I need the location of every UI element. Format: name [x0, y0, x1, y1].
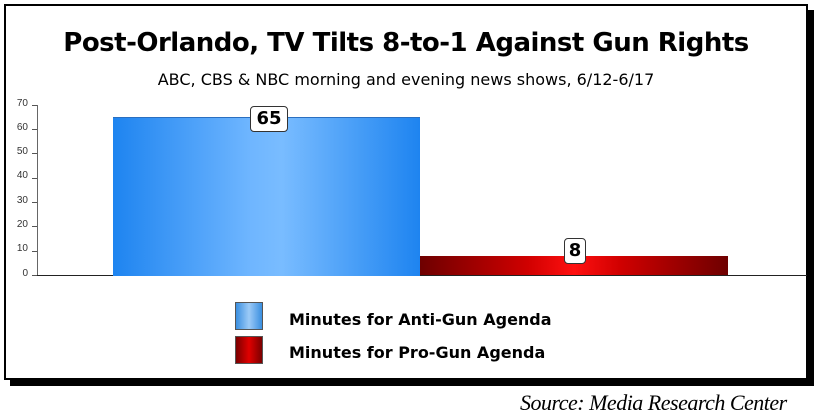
y-tick [32, 105, 37, 106]
y-tick-label: 70 [16, 98, 28, 109]
bar-anti-gun [113, 117, 420, 276]
plot-area: 70 60 50 40 30 20 10 0 65 8 [6, 6, 807, 378]
y-tick [32, 226, 37, 227]
y-tick-label: 10 [16, 243, 28, 254]
y-axis [37, 105, 38, 276]
y-tick [32, 202, 37, 203]
legend-swatch-anti-gun [235, 302, 263, 330]
y-tick-label: 20 [16, 219, 28, 230]
x-axis [37, 275, 807, 276]
y-tick-label: 40 [16, 170, 28, 181]
legend-swatch-pro-gun [235, 336, 263, 364]
y-tick-label: 50 [16, 146, 28, 157]
y-tick-label: 60 [16, 122, 28, 133]
chart-frame: Post-Orlando, TV Tilts 8-to-1 Against Gu… [4, 4, 808, 380]
source-credit: Source: Media Research Center [520, 390, 787, 415]
y-tick-label: 0 [22, 268, 28, 279]
chart-subtitle: ABC, CBS & NBC morning and evening news … [157, 70, 655, 89]
y-tick [32, 178, 37, 179]
y-tick [32, 153, 37, 154]
bar-value-label-pro-gun: 8 [564, 238, 586, 264]
chart-title: Post-Orlando, TV Tilts 8-to-1 Against Gu… [63, 28, 749, 58]
legend-label-pro-gun: Minutes for Pro-Gun Agenda [289, 343, 546, 362]
bar-value-label-anti-gun: 65 [250, 106, 288, 132]
y-tick-label: 30 [16, 195, 28, 206]
y-tick [32, 251, 37, 252]
y-tick [32, 275, 37, 276]
bar-pro-gun [420, 256, 728, 275]
y-tick [32, 129, 37, 130]
legend-label-anti-gun: Minutes for Anti-Gun Agenda [289, 310, 552, 329]
